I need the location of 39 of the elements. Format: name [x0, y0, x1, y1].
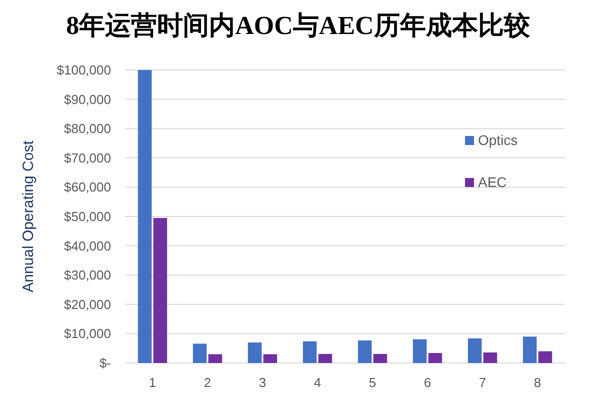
x-tick-label: 3	[258, 375, 266, 390]
bar	[522, 336, 537, 363]
bar	[428, 353, 442, 363]
x-tick-label: 7	[478, 375, 486, 390]
bar	[302, 341, 317, 363]
bar	[263, 354, 278, 363]
x-tick-label: 4	[314, 375, 322, 390]
bar	[373, 354, 388, 363]
x-tick-label: 1	[148, 375, 156, 390]
chart-title: 8年运营时间内AOC与AEC历年成本比较	[66, 11, 531, 40]
x-tick-label: 5	[368, 375, 376, 390]
x-tick-label: 8	[534, 375, 542, 390]
bar	[138, 70, 152, 363]
bar	[412, 339, 427, 363]
legend-label: Optics	[478, 132, 518, 148]
y-tick-label: $80,000	[64, 121, 111, 136]
y-tick-label: $-	[99, 356, 111, 370]
bar	[468, 338, 482, 363]
bar	[192, 344, 207, 363]
y-tick-label: $30,000	[64, 268, 111, 283]
bar	[358, 340, 372, 363]
bar	[153, 218, 168, 363]
bar	[483, 352, 498, 363]
y-tick-label: $10,000	[64, 326, 111, 342]
x-tick-label: 6	[424, 375, 432, 390]
y-tick-label: $90,000	[64, 92, 111, 107]
bar	[538, 351, 552, 363]
bar	[248, 342, 262, 363]
y-tick-label: $60,000	[64, 180, 111, 195]
legend-label: AEC	[478, 174, 507, 190]
bar	[208, 354, 222, 363]
y-tick-label: $100,000	[56, 62, 111, 78]
bar	[318, 354, 332, 363]
y-axis-title: Annual Operating Cost	[20, 140, 37, 292]
y-tick-label: $40,000	[64, 238, 111, 254]
y-tick-label: $70,000	[64, 150, 111, 166]
x-tick-label: 2	[204, 375, 212, 390]
y-tick-label: $20,000	[64, 296, 111, 312]
y-tick-label: $50,000	[64, 209, 111, 224]
